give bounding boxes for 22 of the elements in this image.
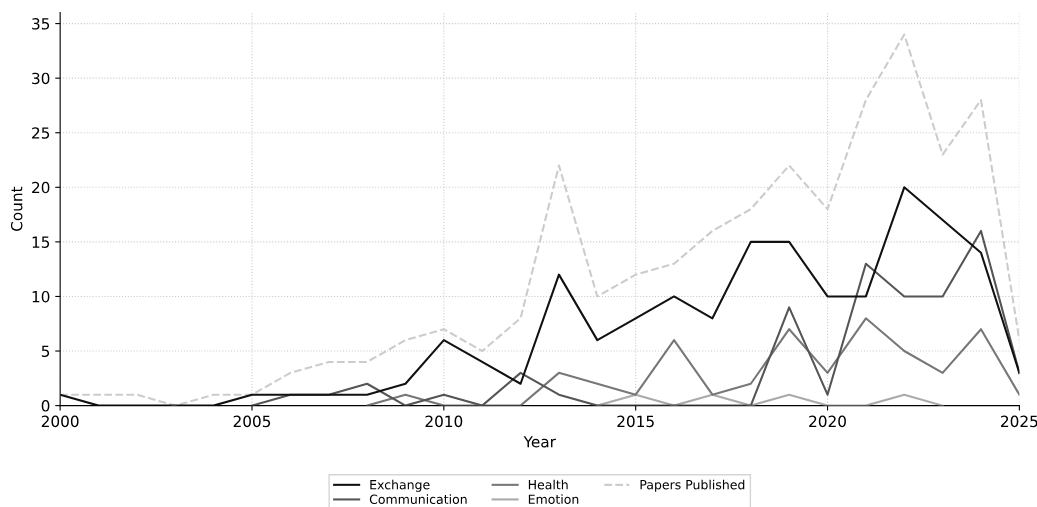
y-tick-label: 35 <box>32 18 50 30</box>
y-tick-label: 5 <box>41 345 50 358</box>
y-tick-label: 20 <box>32 181 50 194</box>
y-tick-label: 0 <box>41 400 50 412</box>
x-tick-label: 2020 <box>809 415 846 428</box>
legend-label: Papers Published <box>640 479 745 492</box>
line-series <box>366 317 1020 406</box>
x-tick-label: 2025 <box>1001 415 1037 428</box>
x-tick-label: 2015 <box>617 415 654 428</box>
x-tick-label: 2005 <box>233 415 271 428</box>
x-tick-label: 2010 <box>425 415 463 428</box>
legend-label: Communication <box>369 494 467 504</box>
y-tick-label: 15 <box>32 236 50 248</box>
legend-label: Health <box>528 479 568 490</box>
legend-label: Exchange <box>370 479 430 492</box>
x-axis-title: Year <box>523 436 556 448</box>
y-tick-label: 30 <box>32 72 50 85</box>
y-axis-title: Count <box>10 186 23 231</box>
y-tick-label: 10 <box>32 290 50 303</box>
legend-label: Emotion <box>528 494 579 504</box>
y-tick-label: 25 <box>32 127 50 139</box>
x-tick-label: 2000 <box>41 415 79 428</box>
